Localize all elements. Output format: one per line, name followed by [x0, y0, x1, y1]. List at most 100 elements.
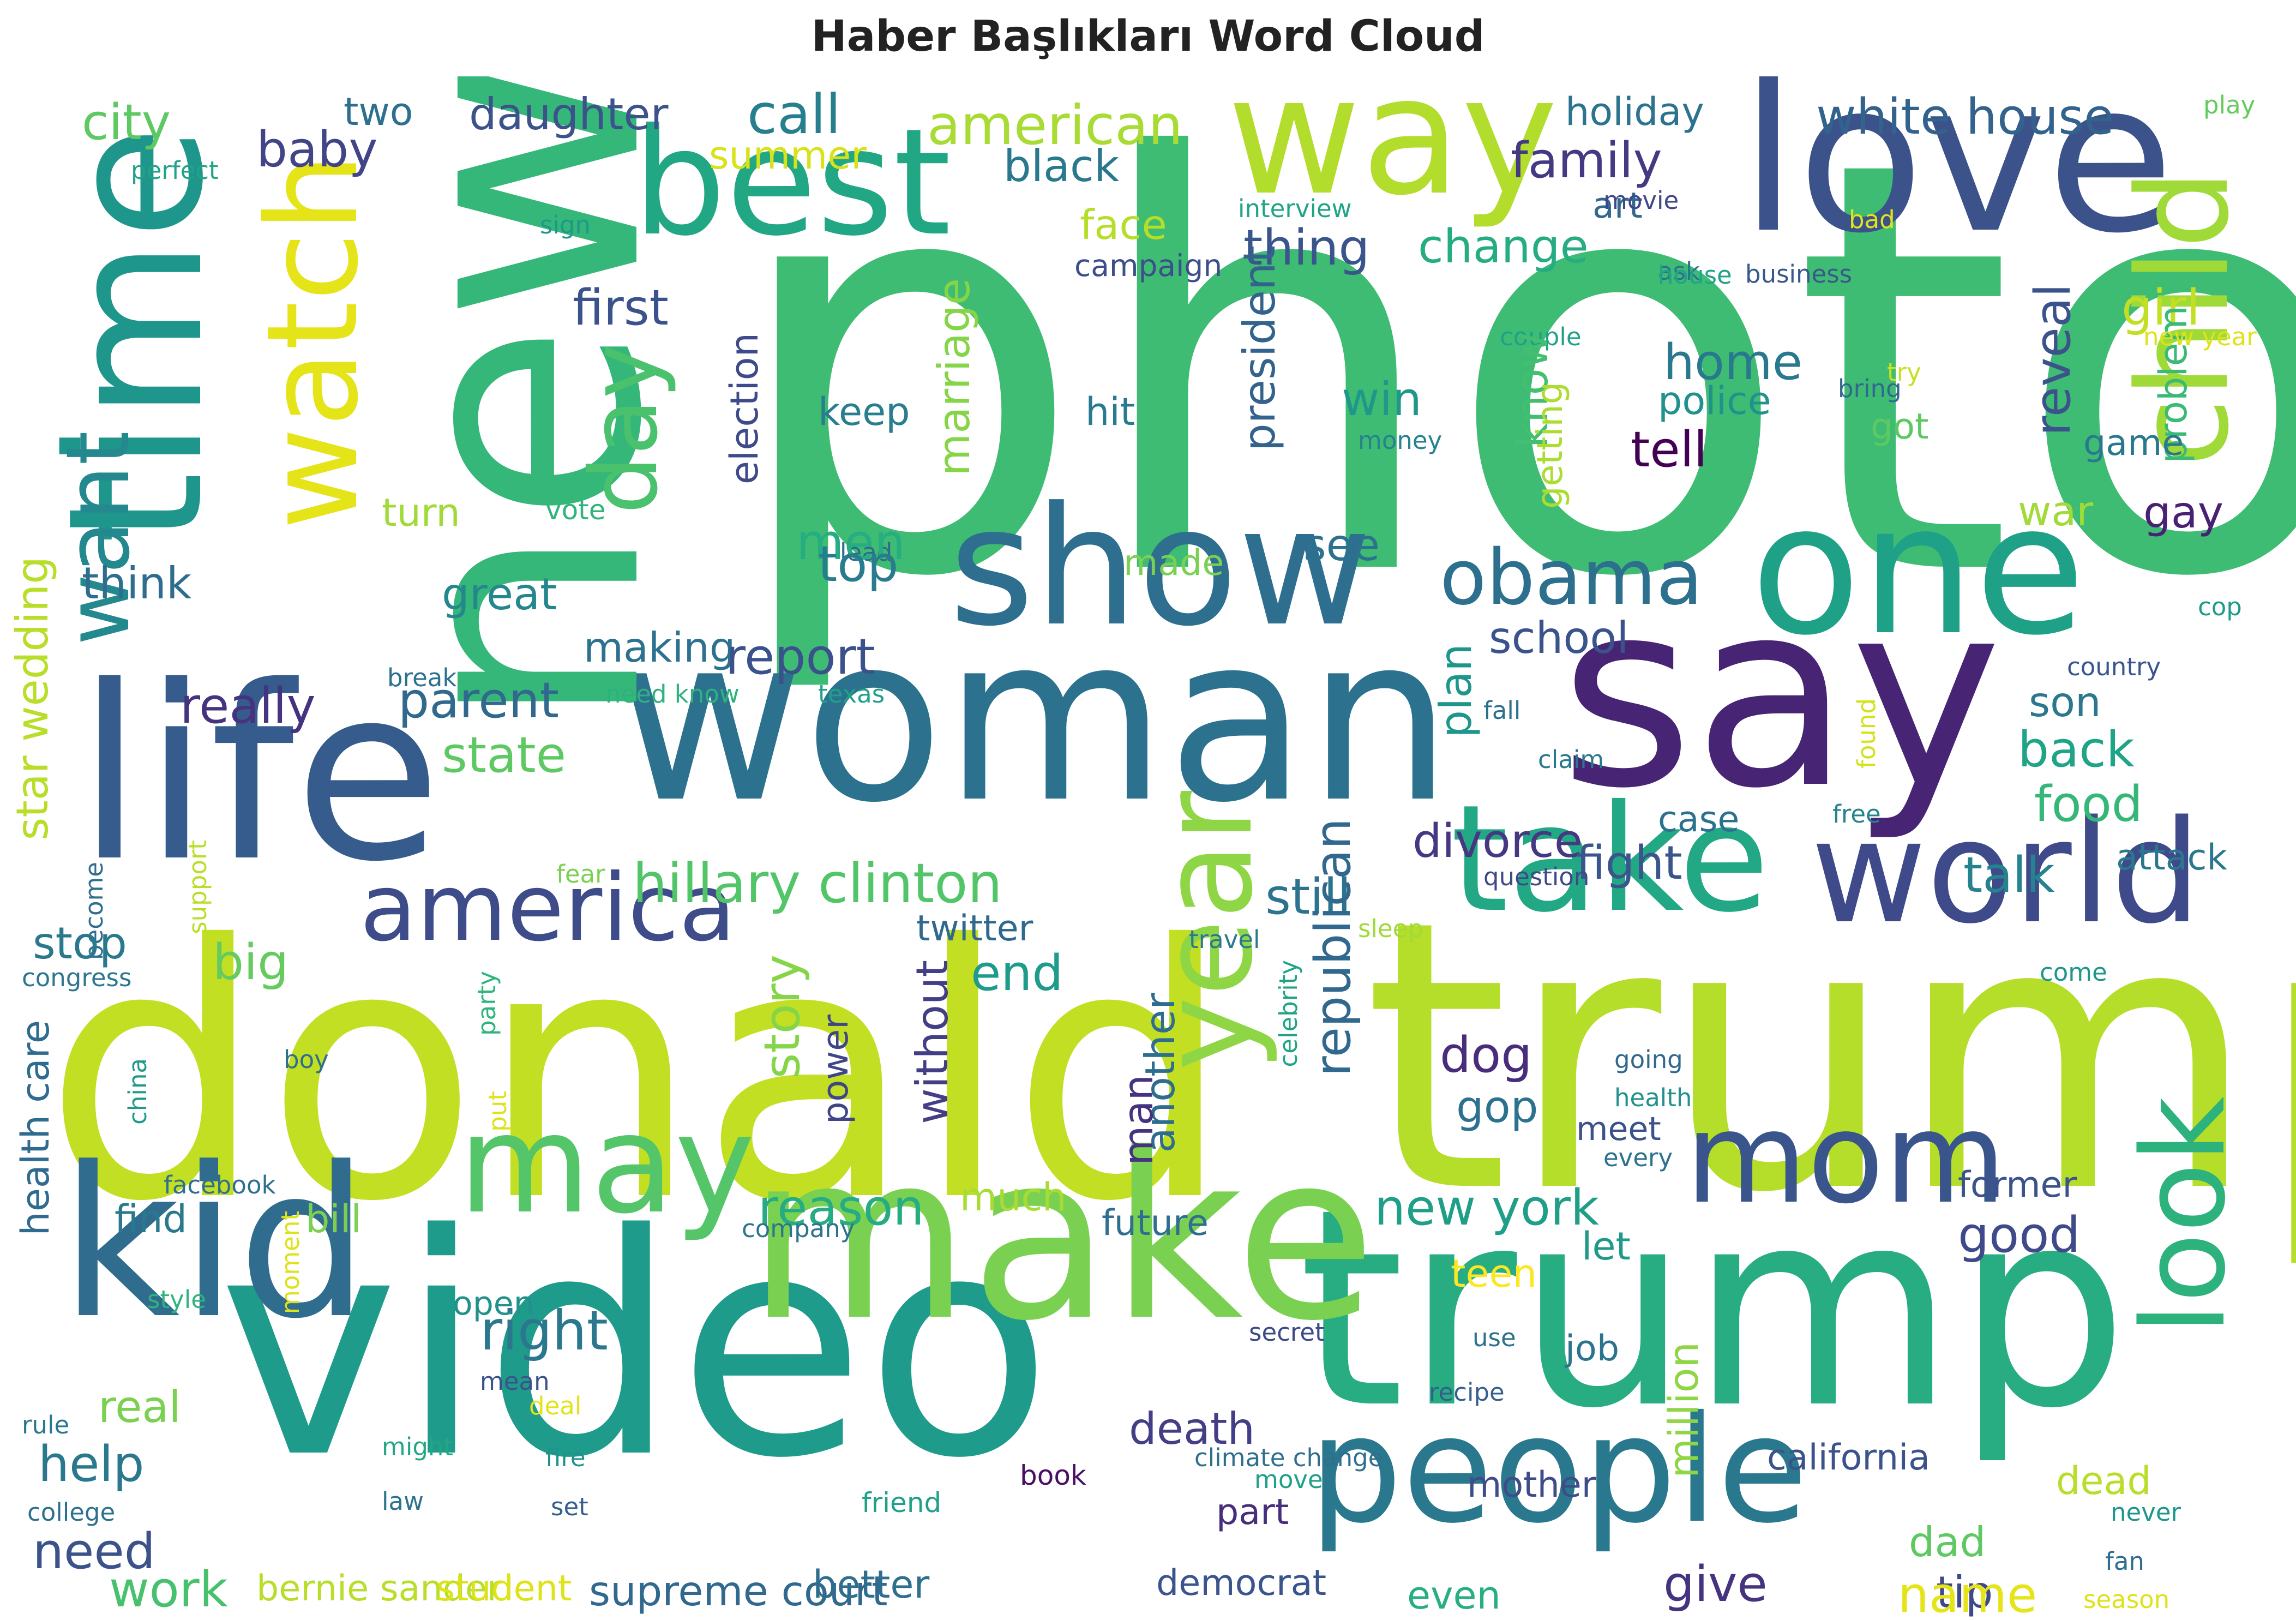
word-american: american	[927, 93, 1183, 157]
word-art: art	[1592, 185, 1643, 226]
word-great: great	[442, 569, 557, 620]
word-health: health	[1614, 1083, 1692, 1112]
word-making: making	[584, 623, 736, 671]
word-police: police	[1658, 379, 1771, 423]
word-new-york: new york	[1374, 1179, 1600, 1237]
word-world: world	[1811, 790, 2201, 955]
word-parent: parent	[398, 672, 560, 729]
word-marriage: marriage	[929, 278, 979, 476]
word-school: school	[1489, 613, 1629, 663]
word-people: people	[1309, 1384, 1808, 1556]
word-first: first	[573, 279, 669, 337]
word-dead: dead	[2056, 1459, 2151, 1503]
word-really: really	[180, 677, 316, 735]
word-ask: ask	[1658, 257, 1700, 286]
word-face: face	[1080, 201, 1167, 249]
word-college: college	[27, 1498, 116, 1527]
word-made: made	[1123, 543, 1224, 584]
word-real: real	[98, 1382, 181, 1432]
word-movie: movie	[1603, 186, 1679, 215]
word-teen: teen	[1451, 1251, 1537, 1296]
word-question: question	[1483, 862, 1590, 891]
word-star-wedding: star wedding	[7, 556, 58, 841]
word-mom: mom	[1685, 1086, 2006, 1232]
chart-title: Haber Başlıkları Word Cloud	[811, 12, 1485, 61]
word-obama: obama	[1440, 533, 1703, 622]
word-congress: congress	[22, 963, 132, 992]
word-gay: gay	[2143, 487, 2224, 538]
word-story: story	[754, 955, 811, 1079]
word-going: going	[1614, 1045, 1683, 1074]
word-bernie-sander: bernie sander	[256, 1568, 502, 1609]
word-cop: cop	[2198, 592, 2242, 621]
word-hit: hit	[1085, 389, 1135, 434]
word-divorce: divorce	[1413, 814, 1583, 868]
word-work: work	[109, 1561, 228, 1618]
word-vote: vote	[545, 494, 606, 526]
word-perfect: perfect	[131, 156, 219, 185]
word-make: make	[747, 1105, 1377, 1371]
word-much: much	[960, 1175, 1067, 1220]
word-book: book	[1020, 1460, 1086, 1491]
word-fear: fear	[556, 860, 605, 889]
word-texas: texas	[818, 680, 885, 709]
word-video: video	[218, 1169, 1053, 1525]
word-better: better	[813, 1562, 930, 1607]
word-free: free	[1832, 800, 1881, 829]
word-country: country	[2067, 652, 2161, 681]
word-fire: fire	[545, 1443, 586, 1472]
word-may: may	[458, 1085, 755, 1244]
word-travel: travel	[1189, 925, 1260, 954]
word-facebook: facebook	[164, 1171, 276, 1199]
word-open: open	[453, 1285, 534, 1323]
word-let: let	[1582, 1224, 1631, 1269]
word-part: part	[1216, 1492, 1289, 1533]
word-money: money	[1358, 426, 1442, 455]
word-say: say	[1560, 546, 2003, 844]
word-company: company	[742, 1214, 855, 1243]
word-right: right	[480, 1299, 608, 1363]
word-california: california	[1767, 1437, 1931, 1478]
word-thing: thing	[1243, 219, 1370, 277]
word-set: set	[551, 1492, 588, 1521]
word-need-know: need know	[605, 680, 740, 709]
word-supreme-court: supreme court	[589, 1567, 888, 1615]
word-health-care: health care	[13, 1020, 58, 1236]
word-break: break	[387, 663, 457, 692]
word-good: good	[1958, 1207, 2081, 1264]
word-one: one	[1751, 465, 2086, 675]
word-summer: summer	[709, 133, 867, 178]
word-climate-change: climate change	[1194, 1443, 1384, 1472]
word-trump: trump	[1298, 1150, 2129, 1468]
word-fan: fan	[2105, 1547, 2144, 1576]
word-mean: mean	[480, 1367, 550, 1396]
word-kid: kid	[60, 1123, 369, 1364]
word-baby: baby	[256, 121, 378, 178]
word-turn: turn	[382, 490, 460, 535]
word-find: find	[115, 1197, 187, 1241]
word-sign: sign	[540, 211, 591, 239]
word-boy: boy	[284, 1045, 329, 1074]
word-lead: lead	[840, 538, 893, 567]
word-recipe: recipe	[1429, 1378, 1505, 1407]
word-way: way	[1227, 76, 1558, 231]
word-season: season	[2083, 1585, 2170, 1614]
word-black: black	[1003, 141, 1120, 191]
word-day: day	[570, 344, 678, 514]
word-back: back	[2018, 721, 2135, 778]
word-campaign: campaign	[1074, 248, 1223, 283]
word-new-year: new year	[2143, 322, 2257, 351]
word-couple: couple	[1500, 322, 1582, 351]
word-big: big	[213, 934, 289, 991]
word-party: party	[472, 971, 501, 1036]
word-watch: watch	[241, 153, 386, 530]
word-fight: fight	[1576, 836, 1682, 890]
word-democrat: democrat	[1156, 1563, 1327, 1604]
word-law: law	[382, 1487, 424, 1516]
word-interview: interview	[1238, 194, 1352, 223]
word-give: give	[1663, 1556, 1768, 1613]
word-men: men	[796, 514, 906, 571]
word-photo: photo	[725, 76, 2296, 701]
word-china: china	[123, 1058, 152, 1125]
word-meet: meet	[1576, 1110, 1661, 1148]
